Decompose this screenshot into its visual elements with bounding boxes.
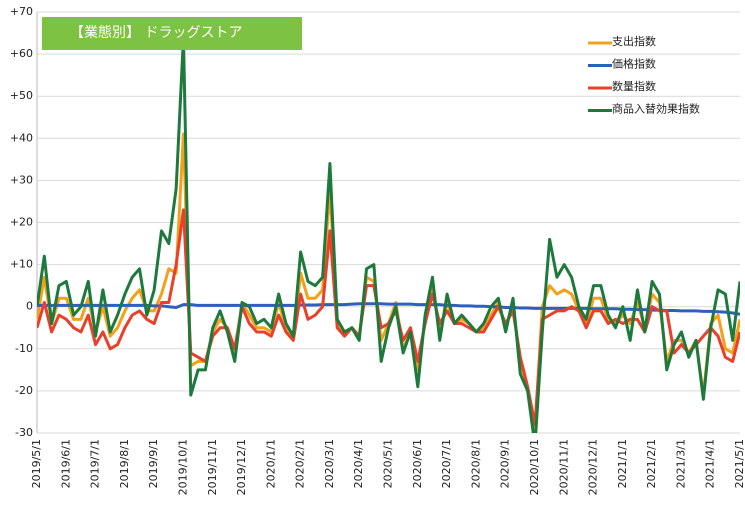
x-tick-label: 2020/5/1 xyxy=(382,439,395,488)
legend-label: 支出指数 xyxy=(612,34,656,48)
title-box xyxy=(42,17,302,50)
x-tick-label: 2019/9/1 xyxy=(147,439,160,488)
legend-label: 商品入替効果指数 xyxy=(612,102,700,116)
x-tick-label: 2019/7/1 xyxy=(89,439,102,488)
y-tick-label: -10 xyxy=(15,342,33,355)
x-tick-label: 2020/2/1 xyxy=(294,439,307,488)
x-tick-label: 2020/10/1 xyxy=(528,439,541,495)
y-tick-label: +70 xyxy=(10,5,33,18)
y-tick-label: +40 xyxy=(10,131,33,144)
x-tick-label: 2020/8/1 xyxy=(469,439,482,488)
x-tick-label: 2021/2/1 xyxy=(645,439,658,488)
y-tick-label: -30 xyxy=(15,426,33,439)
x-tick-label: 2020/7/1 xyxy=(440,439,453,488)
y-tick-label: +60 xyxy=(10,47,33,60)
x-tick-label: 2020/4/1 xyxy=(352,439,365,488)
series-line xyxy=(37,35,740,433)
y-tick-label: +30 xyxy=(10,173,33,186)
x-tick-label: 2020/3/1 xyxy=(323,439,336,488)
x-tick-label: 2019/5/1 xyxy=(30,439,43,488)
x-tick-label: 2020/6/1 xyxy=(411,439,424,488)
x-tick-label: 2021/3/1 xyxy=(674,439,687,488)
x-tick-label: 2019/10/1 xyxy=(176,439,189,495)
x-tick-label: 2021/1/1 xyxy=(616,439,629,488)
y-tick-label: +50 xyxy=(10,89,33,102)
chart-title: 【業態別】 ドラッグストア xyxy=(70,25,242,41)
x-tick-label: 2020/9/1 xyxy=(499,439,512,488)
x-tick-label: 2021/5/1 xyxy=(733,439,745,488)
x-tick-label: 2020/11/1 xyxy=(557,439,570,495)
legend-label: 数量指数 xyxy=(612,79,656,93)
x-tick-label: 2019/6/1 xyxy=(59,439,72,488)
legend-label: 価格指数 xyxy=(612,57,656,71)
x-tick-label: 2019/11/1 xyxy=(206,439,219,495)
x-tick-label: 2019/12/1 xyxy=(235,439,248,495)
x-tick-label: 2020/12/1 xyxy=(587,439,600,495)
x-tick-label: 2021/4/1 xyxy=(704,439,717,488)
y-tick-label: 0 xyxy=(26,300,33,313)
y-tick-label: +10 xyxy=(10,258,33,271)
x-tick-label: 2019/8/1 xyxy=(118,439,131,488)
x-tick-label: 2020/1/1 xyxy=(264,439,277,488)
y-tick-label: +20 xyxy=(10,216,33,229)
y-tick-label: -20 xyxy=(15,384,33,397)
